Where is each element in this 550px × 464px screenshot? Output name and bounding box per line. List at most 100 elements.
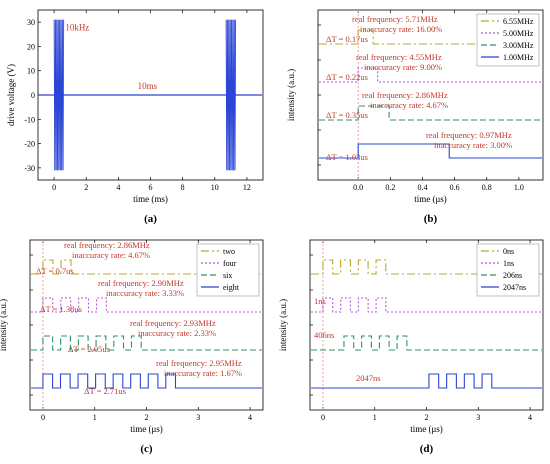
legend-entry: four [223,259,237,268]
y-tick-label: -10 [24,115,35,124]
series-1.00MHz [319,143,542,159]
series-0ns [311,259,542,275]
x-tick-label: 4 [248,413,252,422]
y-tick-label: -30 [24,164,35,173]
series-5.00MHz [319,67,542,83]
x-axis-label: time (μs) [130,424,163,434]
series-2047ns [311,373,542,389]
annotation-frequency: real frequency: 2.95MHz [156,358,242,368]
x-tick-label: 0 [52,183,56,192]
annotation-inaccuracy: inaccuracy rate: 2.33% [138,328,216,338]
legend-box [476,243,540,297]
annotation-interval: 10ms [138,81,158,91]
y-axis-label: intensity (a.u.) [0,299,8,351]
x-tick-label: 0.6 [450,183,460,192]
annotation-inaccuracy: inaccuracy rate: 3.33% [106,288,184,298]
panel-a: 0 2 4 6 8 10 12 time (ms) drive voltage (V) (a) 30… [6,9,264,225]
y-tick-label: 30 [27,18,35,27]
annotation-frequency: real frequency: 5.71MHz [352,14,438,24]
y-tick-label: -20 [24,140,35,149]
y-axis-label: drive voltage (V) [6,64,16,126]
panel-label: (a) [144,213,157,225]
annotation-delta-t: ΔT = 0.35us [326,110,368,120]
y-tick-label: 0 [31,91,35,100]
x-tick-label: 1 [93,413,97,422]
legend-entry: two [223,247,235,256]
y-axis-label: intensity (a.u.) [286,69,296,121]
annotation-frequency: real frequency: 0.97MHz [426,130,512,140]
x-tick-label: 3 [476,413,480,422]
panel-label: (c) [140,443,153,455]
annotation-inaccuracy: inaccuracy rate: 4.67% [72,250,150,260]
annotation-inaccuracy: inaccuracy rate: 3.00% [434,140,512,150]
annotation-delta-t: ΔT = 0.17us [326,34,368,44]
series-6.55MHz [319,29,542,45]
y-axis-label: intensity (a.u.) [278,299,288,351]
annotation-frequency: real frequency: 2.86MHz [64,240,150,250]
legend-entry: 5.00MHz [503,29,534,38]
x-tick-label: 0 [41,413,45,422]
annotation-delta-t: ΔT = 2.71us [84,386,126,396]
series-two [31,259,262,275]
legend-entry: 1.00MHz [503,53,534,62]
x-tick-label: 1.0 [514,183,524,192]
annotation-inaccuracy: inaccuracy rate: 4.67% [370,100,448,110]
burst-fill [54,19,64,171]
annotation-inaccuracy: inaccuracy rate: 9.00% [364,62,442,72]
legend: 6.55MHz 5.00MHz 3.00MHz 1.00MHz [476,13,540,67]
annotation: 2047ns [356,373,381,383]
annotation-delta-t: ΔT = 0.7us [36,266,74,276]
panel-label: (d) [420,443,434,455]
series-six [31,335,262,351]
burst-fill [226,19,236,171]
annotation-delta-t: ΔT = 2.05us [68,344,110,354]
series-four [31,297,262,313]
annotation: 406ns [314,330,334,340]
series-206ns [311,335,542,351]
x-axis-label: time (μs) [414,194,447,204]
x-tick-label: 0.2 [385,183,395,192]
x-tick-label: 2 [84,183,88,192]
x-tick-label: 2 [425,413,429,422]
annotation-delta-t: ΔT = 1.03us [326,152,368,162]
series-3.00MHz [319,105,542,121]
legend-entry: six [223,271,232,280]
x-tick-label: 12 [243,183,251,192]
x-tick-label: 3 [196,413,200,422]
panel-b: 0.0 0.2 0.4 0.6 0.8 1.0 time (μs) intensity (a.… [286,9,544,225]
x-tick-label: 10 [211,183,219,192]
burst-trace [53,19,65,171]
burst-trace [225,19,237,171]
legend-entry: 206ns [503,271,522,280]
x-tick-label: 8 [181,183,185,192]
panel-label: (b) [424,213,438,225]
legend-entry: eight [223,283,240,292]
x-tick-label: 4 [528,413,532,422]
legend: 0ns 1ns 206ns 2047ns [476,243,540,297]
annotation: 1ns [314,296,326,306]
y-tick-label: 20 [27,42,35,51]
annotation-inaccuracy: inaccuracy rate: 1.67% [164,368,242,378]
annotation-frequency: real frequency: 2.93MHz [130,318,216,328]
legend: two four six eight [196,243,260,297]
series-1ns [311,297,542,313]
series-eight [31,373,262,389]
x-tick-label: 0 [321,413,325,422]
x-tick-label: 1 [373,413,377,422]
x-tick-label: 2 [145,413,149,422]
x-tick-label: 4 [116,183,120,192]
annotation-inaccuracy: inaccuracy rate: 16.00% [360,24,442,34]
legend-entry: 6.55MHz [503,17,534,26]
legend-entry: 2047ns [503,283,526,292]
annotation-delta-t: ΔT = 1.38us [40,304,82,314]
panel-d: 0 1 2 3 4 time (μs) intensity (a.u.) (d) 0ns 1ns 2… [278,239,544,455]
annotation-freq: 10kHz [65,23,89,33]
x-axis-label: time (ms) [133,194,168,204]
x-axis-label: time (μs) [410,424,443,434]
x-tick-label: 0.4 [417,183,427,192]
panel-c: 0 1 2 3 4 time (μs) intensity (a.u.) (c) two four… [0,239,264,455]
annotation-frequency: real frequency: 4.55MHz [356,52,442,62]
x-tick-label: 0.8 [482,183,492,192]
legend-entry: 3.00MHz [503,41,534,50]
